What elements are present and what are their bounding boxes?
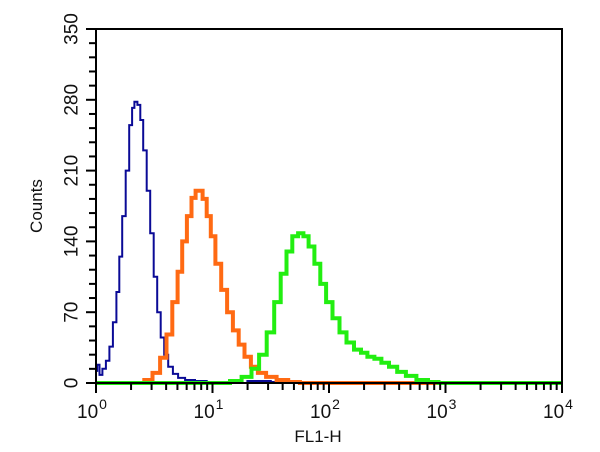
- x-axis-ticks: 100 101 102 103 104: [77, 383, 573, 423]
- y-tick-label: 280: [62, 84, 83, 116]
- y-tick-label: 0: [62, 378, 83, 389]
- x-tick-label: 102: [310, 396, 340, 423]
- x-tick-label: 103: [427, 396, 457, 423]
- x-tick-label: 101: [194, 396, 224, 423]
- y-tick-label: 140: [62, 226, 83, 258]
- y-axis-title: Counts: [27, 179, 46, 233]
- y-tick-label: 350: [62, 13, 83, 45]
- plot-frame: [95, 28, 563, 384]
- x-tick-label: 104: [543, 396, 573, 423]
- x-axis-title: FL1-H: [294, 427, 341, 446]
- histogram-series-cells-unstained: [96, 188, 562, 385]
- x-tick-label: 100: [77, 396, 107, 423]
- y-tick-label: 70: [62, 302, 83, 323]
- y-tick-label: 210: [62, 155, 83, 187]
- histogram-curves: [96, 100, 562, 385]
- histogram-series-antibody-stained: [96, 231, 562, 385]
- y-axis-ticks: 0 70 140 210 280 350: [62, 13, 96, 389]
